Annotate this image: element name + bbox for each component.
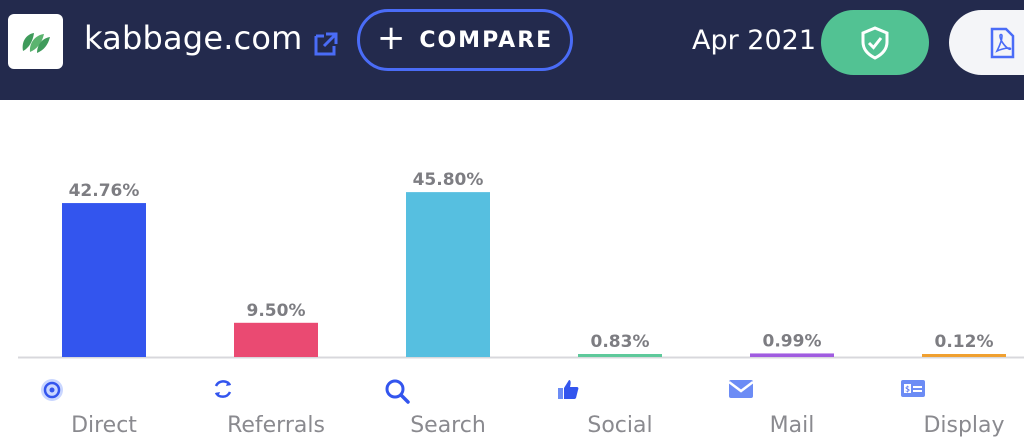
external-link-icon[interactable]: [312, 30, 340, 58]
bar-display: [922, 354, 1006, 357]
category-referrals[interactable]: Referrals: [211, 377, 341, 438]
date-label: Apr 2021: [692, 25, 817, 56]
referrals-icon: [214, 377, 290, 405]
category-label: Referrals: [227, 413, 325, 438]
category-label: Display: [923, 413, 1005, 438]
shield-check-icon: [861, 25, 889, 60]
shield-button[interactable]: [821, 10, 929, 75]
kabbage-leaf-logo-icon: [22, 32, 50, 53]
display-icon: $: [901, 377, 978, 405]
value-label-referrals: 9.50%: [247, 301, 306, 321]
value-label-display: 0.12%: [935, 332, 994, 352]
pdf-icon: [990, 27, 1015, 58]
bar-mail: [750, 353, 834, 357]
site-name: kabbage.com: [84, 19, 303, 57]
bar-referrals: [234, 322, 318, 357]
site-logo: [8, 14, 63, 69]
value-label-direct: 42.76%: [69, 181, 140, 201]
social-icon: [558, 377, 634, 405]
svg-text:$: $: [905, 385, 910, 394]
category-label: Mail: [769, 413, 815, 438]
top-bar: kabbage.com + COMPARE Apr 2021: [0, 0, 1024, 100]
category-social[interactable]: Social: [555, 377, 685, 438]
value-label-social: 0.83%: [591, 332, 650, 352]
category-search[interactable]: Search: [383, 377, 513, 438]
compare-button[interactable]: + COMPARE: [357, 9, 573, 71]
bar-chart-svg: 42.76% 9.50% 45.80% 0.83% 0.99% 0.12%: [18, 170, 1024, 359]
compare-label: COMPARE: [419, 27, 554, 53]
category-label: Direct: [71, 413, 137, 438]
category-label: Search: [410, 413, 486, 438]
bar-search: [406, 192, 490, 357]
traffic-sources-chart: 42.76% 9.50% 45.80% 0.83% 0.99% 0.12% Direct R…: [0, 100, 1024, 443]
direct-icon: [41, 377, 118, 405]
bar-social: [578, 354, 662, 357]
bar-direct: [62, 203, 146, 357]
value-label-mail: 0.99%: [763, 331, 822, 351]
category-label: Social: [587, 413, 653, 438]
search-icon: [385, 377, 462, 405]
plus-icon: +: [376, 18, 406, 58]
mail-icon: [728, 377, 806, 405]
category-direct[interactable]: Direct: [39, 377, 169, 438]
pdf-export-button[interactable]: [949, 10, 1024, 75]
category-display[interactable]: $ Display: [899, 377, 1024, 438]
category-mail[interactable]: Mail: [727, 377, 857, 438]
value-label-search: 45.80%: [413, 170, 484, 190]
